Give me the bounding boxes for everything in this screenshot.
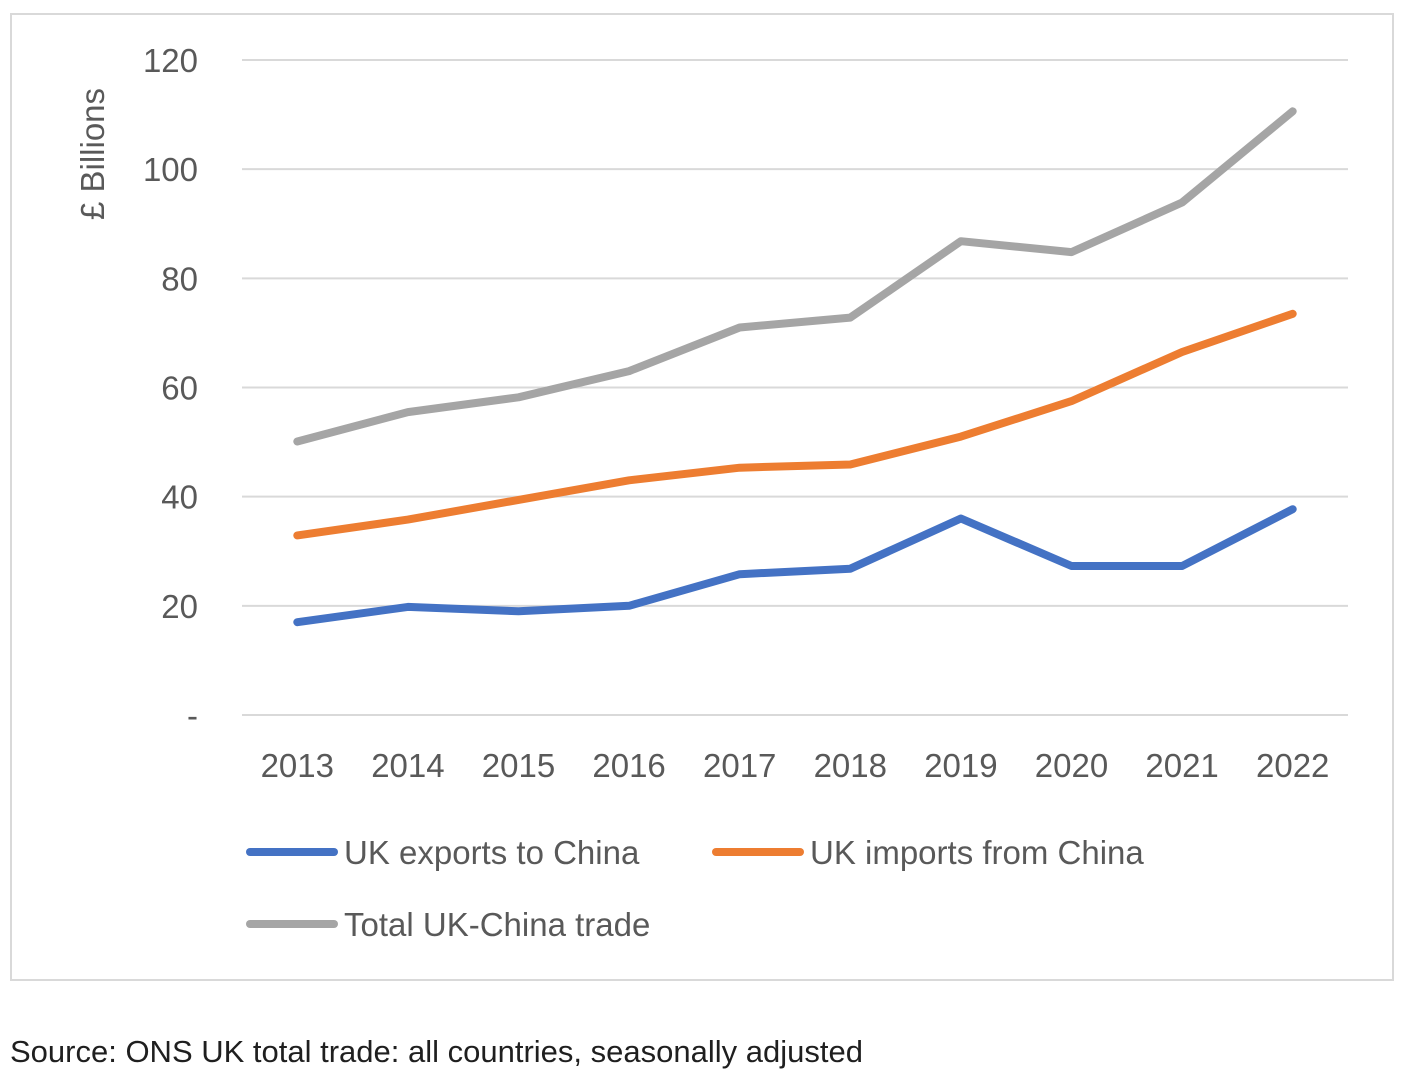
x-axis-ticks: 2013 2014 2015 2016 2017 2018 2019 2020 2021 2022 bbox=[261, 747, 1330, 784]
y-tick-label-40: 40 bbox=[161, 479, 198, 516]
y-tick-label-100: 100 bbox=[143, 151, 198, 188]
x-tick-label-2022: 2022 bbox=[1256, 747, 1329, 784]
series-1 bbox=[293, 505, 1297, 627]
series-2 bbox=[293, 309, 1297, 540]
legend-item-3: Total UK-China trade bbox=[246, 906, 650, 943]
gridlines bbox=[242, 59, 1348, 716]
y-axis-label: £ Billions bbox=[74, 88, 111, 220]
series-line-1 bbox=[293, 505, 1297, 627]
y-tick-label-60: 60 bbox=[161, 370, 198, 407]
legend-label-2: UK imports from China bbox=[810, 834, 1144, 871]
x-tick-label-2017: 2017 bbox=[703, 747, 776, 784]
y-tick-label-20: 20 bbox=[161, 588, 198, 625]
x-tick-label-2015: 2015 bbox=[482, 747, 555, 784]
x-tick-label-2016: 2016 bbox=[592, 747, 665, 784]
y-tick-label-0: - bbox=[187, 697, 198, 734]
legend-label-3: Total UK-China trade bbox=[344, 906, 650, 943]
x-tick-label-2020: 2020 bbox=[1035, 747, 1108, 784]
y-tick-label-120: 120 bbox=[143, 42, 198, 79]
x-tick-label-2013: 2013 bbox=[261, 747, 334, 784]
series-lines bbox=[293, 107, 1297, 627]
legend: UK exports to China UK imports from China… bbox=[246, 834, 1144, 943]
series-line-3 bbox=[293, 107, 1297, 446]
y-axis-ticks: - 20 40 60 80 100 120 bbox=[143, 42, 198, 734]
x-tick-label-2014: 2014 bbox=[371, 747, 444, 784]
legend-item-1: UK exports to China bbox=[246, 834, 640, 871]
x-tick-label-2018: 2018 bbox=[814, 747, 887, 784]
line-chart: - 20 40 60 80 100 120 2013 2014 2015 2016 2017 2018… bbox=[74, 42, 1348, 943]
x-tick-label-2019: 2019 bbox=[924, 747, 997, 784]
x-tick-label-2021: 2021 bbox=[1145, 747, 1218, 784]
legend-label-1: UK exports to China bbox=[344, 834, 640, 871]
source-note: Source: ONS UK total trade: all countrie… bbox=[10, 1034, 863, 1069]
y-tick-label-80: 80 bbox=[161, 260, 198, 297]
legend-item-2: UK imports from China bbox=[712, 834, 1144, 871]
series-line-2 bbox=[293, 309, 1297, 540]
series-3 bbox=[293, 107, 1297, 446]
